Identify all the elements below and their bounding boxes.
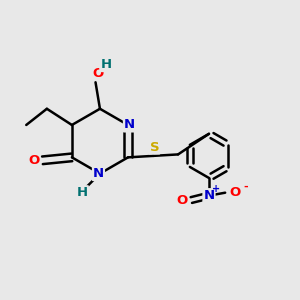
Text: -: - xyxy=(244,182,248,192)
Text: S: S xyxy=(150,141,159,154)
Text: O: O xyxy=(177,194,188,207)
Text: H: H xyxy=(77,186,88,199)
Text: H: H xyxy=(100,58,111,71)
Text: N: N xyxy=(203,189,214,202)
Text: +: + xyxy=(212,184,220,194)
Text: O: O xyxy=(93,67,104,80)
Text: O: O xyxy=(230,186,241,199)
Text: O: O xyxy=(28,154,39,167)
Text: N: N xyxy=(124,118,135,131)
Text: N: N xyxy=(93,167,104,180)
